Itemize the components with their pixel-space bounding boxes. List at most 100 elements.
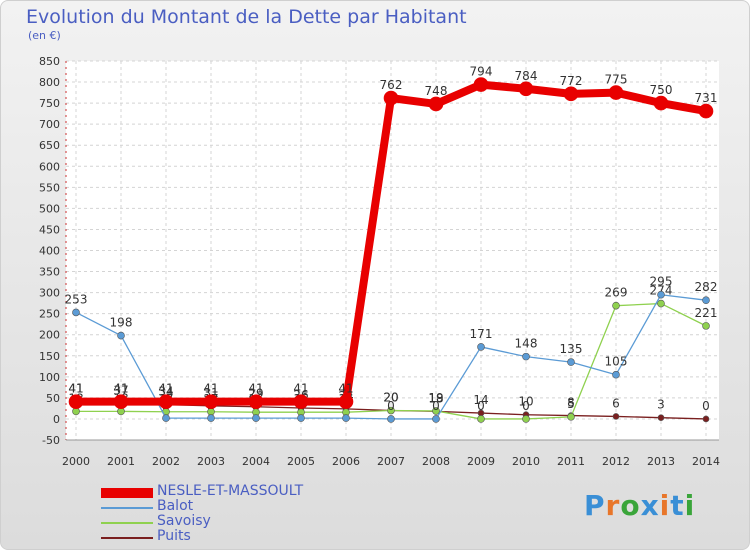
logo-letter: r bbox=[605, 489, 621, 522]
data-label-balot: 295 bbox=[650, 275, 673, 289]
chart-title: Evolution du Montant de la Dette par Hab… bbox=[26, 6, 467, 28]
data-point-nesle-et-massoult bbox=[428, 96, 444, 112]
x-tick-label: 2013 bbox=[647, 455, 675, 468]
data-label-balot: 135 bbox=[560, 342, 583, 356]
data-point-savoisy bbox=[387, 406, 395, 415]
data-label-nesle-et-massoult: 41 bbox=[68, 382, 83, 396]
data-label-nesle-et-massoult: 775 bbox=[605, 73, 628, 87]
x-tick-label: 2014 bbox=[692, 455, 720, 468]
data-point-savoisy bbox=[612, 301, 620, 310]
y-tick-label: 100 bbox=[39, 371, 60, 384]
data-point-savoisy bbox=[567, 413, 575, 421]
data-point-balot bbox=[117, 331, 125, 340]
data-label-nesle-et-massoult: 772 bbox=[560, 74, 583, 88]
data-label-nesle-et-massoult: 750 bbox=[650, 83, 673, 97]
logo-letter: o bbox=[620, 489, 641, 522]
data-point-savoisy bbox=[657, 299, 665, 308]
y-tick-label: 550 bbox=[39, 181, 60, 194]
data-label-puits: 37 bbox=[113, 383, 128, 397]
data-label-puits: 0 bbox=[702, 399, 710, 413]
y-tick-label: 500 bbox=[39, 202, 60, 215]
data-point-nesle-et-massoult bbox=[203, 394, 219, 409]
data-label-savoisy: 274 bbox=[650, 284, 673, 298]
x-tick-label: 2002 bbox=[152, 455, 180, 468]
x-tick-label: 2007 bbox=[377, 455, 405, 468]
data-label-puits: 18 bbox=[428, 391, 443, 405]
data-label-savoisy: 0 bbox=[477, 399, 485, 413]
data-point-savoisy bbox=[432, 407, 440, 415]
data-point-balot bbox=[702, 296, 710, 304]
x-tick-label: 2011 bbox=[557, 455, 585, 468]
y-tick-label: 200 bbox=[39, 329, 60, 342]
unit-label: (en €) bbox=[28, 29, 61, 42]
data-label-puits: 14 bbox=[473, 393, 488, 407]
data-label-puits: 3 bbox=[657, 398, 665, 412]
x-tick-label: 2009 bbox=[467, 455, 495, 468]
data-label-balot: 253 bbox=[65, 292, 88, 306]
data-point-balot bbox=[342, 414, 350, 422]
data-point-balot bbox=[252, 414, 260, 422]
data-point-nesle-et-massoult bbox=[698, 103, 714, 119]
data-point-savoisy bbox=[477, 415, 485, 423]
data-point-nesle-et-massoult bbox=[113, 394, 129, 409]
data-point-savoisy bbox=[522, 415, 530, 423]
data-point-nesle-et-massoult bbox=[518, 81, 534, 97]
x-tick-label: 2003 bbox=[197, 455, 225, 468]
data-point-puits bbox=[657, 414, 665, 421]
x-tick-label: 2000 bbox=[62, 455, 90, 468]
data-label-puits: 10 bbox=[518, 395, 533, 409]
y-tick-label: 600 bbox=[39, 160, 60, 173]
data-point-nesle-et-massoult bbox=[653, 95, 669, 111]
logo-letter: i bbox=[659, 489, 671, 522]
data-label-balot: 282 bbox=[695, 280, 718, 294]
data-label-nesle-et-massoult: 41 bbox=[248, 382, 263, 396]
data-label-balot: 105 bbox=[605, 355, 628, 369]
data-label-savoisy: 221 bbox=[695, 306, 718, 320]
data-label-balot: 0 bbox=[387, 399, 395, 413]
data-point-balot bbox=[522, 352, 530, 361]
logo-letter: P bbox=[584, 489, 606, 522]
data-label-puits: 8 bbox=[567, 396, 575, 410]
logo-letter: x bbox=[640, 489, 660, 522]
y-tick-label: 650 bbox=[39, 139, 60, 152]
legend-label: Balot bbox=[157, 498, 194, 514]
data-label-balot: 171 bbox=[470, 327, 493, 341]
data-point-balot bbox=[207, 414, 215, 422]
y-tick-label: 0 bbox=[53, 413, 60, 426]
x-tick-label: 2008 bbox=[422, 455, 450, 468]
legend-swatch bbox=[101, 507, 153, 509]
data-label-nesle-et-massoult: 784 bbox=[515, 69, 538, 83]
data-label-savoisy: 5 bbox=[567, 397, 575, 411]
y-tick-label: 50 bbox=[46, 392, 60, 405]
logo-letter: i bbox=[684, 489, 696, 522]
data-point-nesle-et-massoult bbox=[158, 394, 174, 409]
legend-label: Savoisy bbox=[157, 513, 211, 529]
legend-swatch bbox=[101, 537, 153, 539]
data-point-balot bbox=[162, 414, 170, 422]
data-label-nesle-et-massoult: 731 bbox=[695, 91, 718, 105]
data-point-nesle-et-massoult bbox=[248, 394, 264, 409]
data-label-puits: 6 bbox=[612, 396, 620, 410]
data-label-puits: 34 bbox=[158, 385, 173, 399]
data-label-savoisy: 0 bbox=[522, 399, 530, 413]
y-tick-label: 450 bbox=[39, 223, 60, 236]
data-point-nesle-et-massoult bbox=[383, 90, 399, 106]
x-tick-label: 2012 bbox=[602, 455, 630, 468]
data-point-puits bbox=[612, 413, 620, 420]
y-tick-label: 300 bbox=[39, 287, 60, 300]
y-tick-label: 150 bbox=[39, 350, 60, 363]
y-tick-label: 400 bbox=[39, 245, 60, 258]
legend-label: NESLE-ET-MASSOULT bbox=[157, 483, 304, 499]
data-label-puits: 41 bbox=[68, 382, 83, 396]
data-label-balot: 148 bbox=[515, 337, 538, 351]
data-point-balot bbox=[612, 370, 620, 379]
data-point-nesle-et-massoult bbox=[293, 394, 309, 409]
y-tick-label: 250 bbox=[39, 308, 60, 321]
y-tick-label: -50 bbox=[42, 434, 60, 447]
data-label-nesle-et-massoult: 794 bbox=[470, 65, 493, 79]
data-label-nesle-et-massoult: 41 bbox=[338, 382, 353, 396]
data-label-nesle-et-massoult: 41 bbox=[113, 382, 128, 396]
logo-letter: t bbox=[670, 489, 685, 522]
